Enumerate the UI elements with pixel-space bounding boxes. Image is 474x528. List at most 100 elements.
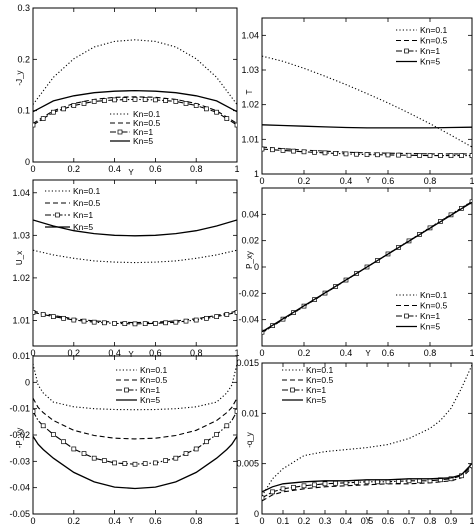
legend-label: Kn=0.5 <box>140 375 167 385</box>
x-tick-label: 0.8 <box>190 164 203 174</box>
x-tick-label: 0 <box>259 348 264 358</box>
y-axis-label: P_xy <box>245 251 254 269</box>
y-tick-label: 1.03 <box>12 230 30 240</box>
series-marker-square <box>71 103 77 108</box>
y-tick-label: -0.02 <box>9 430 30 440</box>
x-tick-label: 0.2 <box>68 516 81 526</box>
series-marker-square <box>204 106 209 112</box>
legend-label: Kn=1 <box>140 385 160 395</box>
series-marker-square <box>224 423 230 429</box>
series-marker-square <box>142 321 148 327</box>
legend-label: Kn=1 <box>306 385 326 395</box>
series-marker-square <box>333 151 338 156</box>
legend-label: Kn=5 <box>306 395 326 405</box>
legend-label: Kn=0.1 <box>306 365 333 375</box>
series-marker-square <box>51 432 56 437</box>
y-tick-label: 0.02 <box>241 236 259 246</box>
y-axis-label: T <box>245 89 254 94</box>
series-line-kn-0-1 <box>33 249 237 264</box>
legend-label: Kn=5 <box>420 57 440 67</box>
series-marker-square <box>312 482 317 488</box>
legend-marker-square <box>117 129 123 135</box>
series-marker-square <box>262 146 265 152</box>
x-axis-label: Y <box>128 350 134 359</box>
series-marker-square <box>427 153 433 158</box>
series-marker-square <box>469 153 472 158</box>
legend-label: Kn=0.5 <box>420 36 447 46</box>
series-line-kn-0-1 <box>262 364 472 497</box>
series-marker-square <box>173 99 179 104</box>
series-marker-square <box>343 151 349 157</box>
y-tick-label: 1.02 <box>12 273 30 283</box>
series-line-kn-5 <box>33 89 237 113</box>
series-line-kn-5 <box>33 219 237 237</box>
chart-panel-6: 0 0.1 0.2 0.3 0.4 0.5 0.6 0.7 0.8 0.9 1 0 0.005 0.01 0… <box>236 358 474 526</box>
series-marker-square <box>122 321 128 327</box>
series-marker-square <box>163 320 168 326</box>
series-marker-square <box>102 320 107 326</box>
series-marker-square <box>112 97 117 103</box>
series-marker-square <box>204 315 209 321</box>
x-tick-label: 0.8 <box>424 348 437 358</box>
x-tick-label: 0.8 <box>424 176 437 186</box>
y-tick-label: 1.02 <box>241 100 259 110</box>
chart-panel-1: 0 0.2 0.4 0.6 0.8 1 0 0.1 0.2 0.3 -J_y Y Kn=0.1Kn=0.… <box>15 3 240 177</box>
legend-marker-square <box>404 313 409 319</box>
x-tick-label: 0.8 <box>190 348 203 358</box>
series-group <box>262 55 472 158</box>
series-marker-square <box>234 122 237 128</box>
x-tick-label: 0.6 <box>149 164 162 174</box>
series-line-kn-0-5 <box>33 96 237 124</box>
legend-label: Kn=0.5 <box>306 375 333 385</box>
series-marker-square <box>153 321 158 326</box>
series-marker-square <box>173 455 179 461</box>
y-axis-label: U_x <box>15 251 24 265</box>
series-marker-square <box>193 317 199 323</box>
legend-marker-square <box>124 387 129 393</box>
series-marker-square <box>183 451 189 456</box>
x-tick-label: 0 <box>30 516 35 526</box>
series-line-kn-1 <box>33 411 237 465</box>
legend-label: Kn=1 <box>133 127 153 137</box>
series-marker-square <box>40 423 46 429</box>
series-marker-square <box>33 122 36 128</box>
x-tick-label: 0 <box>259 516 264 526</box>
series-marker-square <box>40 312 46 317</box>
x-tick-label: 1 <box>234 516 239 526</box>
legend: Kn=0.1 Kn=0.5 Kn=1 Kn=5 <box>45 186 100 232</box>
chart-panel-2: 0 0.2 0.4 0.6 0.8 111.011.021.031.04TYKn=0.1K… <box>241 17 474 186</box>
series-marker-square <box>262 329 265 335</box>
chart-panel-5: 0 0.2 0.4 0.6 0.8 1 -0.05 -0.04 -0.03 -0.02 -0.01 0… <box>9 351 239 526</box>
x-tick-label: 0.6 <box>149 516 162 526</box>
x-tick-label: 0.2 <box>298 176 311 186</box>
y-tick-label: -0.04 <box>238 315 259 325</box>
y-tick-label: -0.03 <box>9 456 30 466</box>
series-marker-square <box>163 458 168 463</box>
y-tick-label: -0.02 <box>238 288 259 298</box>
x-tick-label: 0.2 <box>68 164 81 174</box>
series-marker-square <box>61 439 66 445</box>
series-marker-square <box>459 153 464 158</box>
y-tick-label: 1 <box>254 169 259 179</box>
series-marker-square <box>71 446 77 452</box>
chart-panel-3: 0 0.2 0.4 0.6 0.8 1 1.01 1.02 1.03 1.04 U_x Y Kn=0.1… <box>12 179 240 359</box>
y-axis-label: -P_yy <box>15 428 24 448</box>
x-tick-label: 0.8 <box>424 516 437 526</box>
series-marker-square <box>71 317 77 323</box>
plot-frame <box>32 7 238 163</box>
legend-label: Kn=0.1 <box>140 365 167 375</box>
legend-label: Kn=1 <box>420 311 440 321</box>
x-tick-label: 1 <box>469 176 474 186</box>
x-tick-label: 0.9 <box>445 516 458 526</box>
series-marker-square <box>301 149 307 155</box>
legend-label: Kn=5 <box>420 322 440 332</box>
legend-label: Kn=0.1 <box>420 25 447 35</box>
x-tick-label: 0.4 <box>340 348 353 358</box>
series-line-kn-0-1 <box>262 55 472 148</box>
x-tick-label: 0.2 <box>68 348 81 358</box>
series-marker-square <box>122 97 128 102</box>
plot-frame <box>261 362 473 515</box>
series-line-kn-5 <box>262 201 472 333</box>
series-marker-square <box>91 99 97 104</box>
